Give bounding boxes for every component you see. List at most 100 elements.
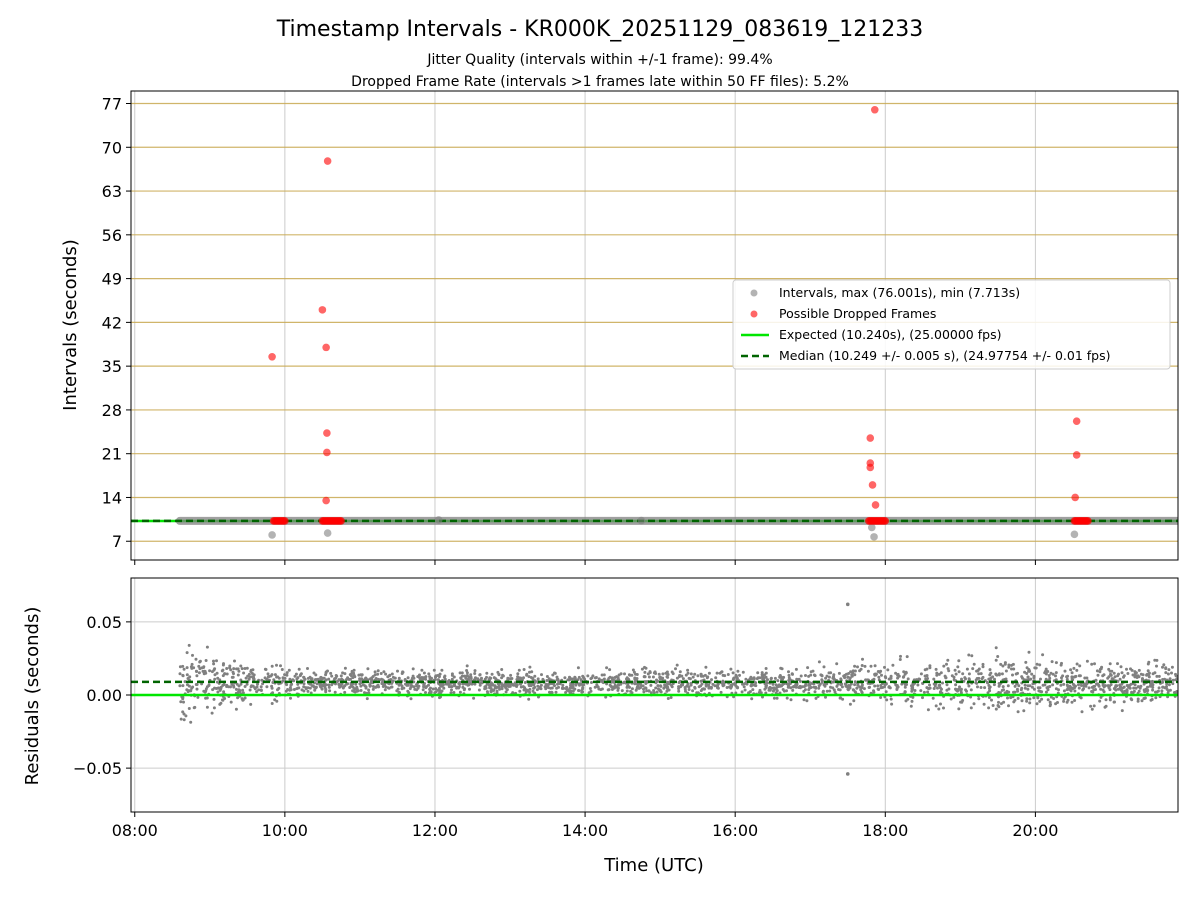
residual-point: [329, 671, 333, 675]
residual-point: [1010, 667, 1013, 671]
residual-point: [1012, 690, 1015, 694]
residual-point: [866, 669, 870, 673]
residual-point: [1028, 701, 1032, 705]
residual-point: [911, 687, 915, 691]
residual-point: [241, 691, 245, 695]
dropped-frame-point: [281, 517, 289, 525]
residual-point: [726, 673, 730, 676]
residual-point: [994, 707, 998, 711]
residual-point: [528, 665, 532, 669]
residual-point: [1095, 669, 1099, 673]
residual-point: [937, 672, 941, 676]
residual-point: [635, 682, 639, 686]
residual-point: [343, 666, 347, 670]
dropped-frame-point: [866, 463, 875, 472]
residual-point: [1022, 709, 1026, 713]
interval-point: [1070, 530, 1079, 539]
residual-point: [1023, 686, 1027, 690]
residual-point: [1157, 686, 1161, 690]
residual-point: [699, 674, 703, 678]
residual-point: [1046, 698, 1050, 702]
dropped-frame-point: [318, 306, 327, 314]
residual-point: [365, 697, 369, 701]
residual-point: [916, 683, 920, 687]
residual-point: [517, 676, 521, 680]
residual-point: [729, 683, 733, 687]
residual-point: [599, 678, 603, 682]
residual-point: [638, 682, 642, 686]
residual-point: [218, 702, 222, 706]
residual-point: [483, 687, 487, 691]
residual-point: [958, 685, 961, 689]
residual-point: [281, 676, 285, 680]
residual-point: [250, 684, 254, 688]
residual-point: [266, 672, 270, 676]
residual-point: [306, 686, 310, 690]
intervals-y-tick-label: 28: [102, 401, 122, 420]
residual-point: [1078, 674, 1082, 678]
residual-point: [903, 685, 907, 689]
intervals-panel: 7 14 21 28 35 42 49 56 63 70 77 Intervals (seconds…: [60, 90, 1179, 565]
residual-point: [551, 673, 555, 677]
residual-point: [314, 685, 318, 689]
residual-point: [987, 677, 991, 681]
residual-point: [1151, 685, 1155, 689]
interval-point: [867, 523, 876, 532]
residual-point: [997, 684, 1001, 688]
residual-point: [960, 700, 964, 704]
residual-point: [721, 684, 725, 688]
residual-point: [1028, 684, 1032, 688]
residual-point: [1128, 686, 1132, 690]
residual-point: [582, 676, 586, 680]
residual-point: [312, 671, 316, 675]
residual-point: [1054, 674, 1057, 678]
residual-point: [664, 671, 668, 675]
residual-point: [648, 671, 652, 674]
residual-point: [994, 658, 998, 662]
residual-point: [741, 682, 744, 686]
residual-point: [798, 686, 802, 690]
dropped-frame-point: [868, 481, 877, 489]
residual-point: [538, 686, 542, 690]
residual-point: [320, 687, 324, 691]
residual-point: [967, 684, 971, 688]
residual-outlier-point: [845, 602, 850, 607]
residual-point: [665, 681, 669, 685]
residual-point: [190, 662, 194, 666]
residual-point: [397, 683, 401, 687]
residual-point: [536, 677, 540, 681]
residual-point: [957, 659, 961, 663]
residual-point: [589, 677, 593, 681]
residual-point: [1122, 674, 1126, 678]
residual-point: [313, 678, 317, 682]
residual-point: [787, 673, 791, 677]
residual-point: [1011, 673, 1014, 677]
residual-point: [324, 690, 328, 694]
intervals-y-tick-label: 49: [102, 270, 122, 289]
residual-point: [588, 687, 592, 690]
residual-point: [747, 691, 751, 695]
residual-point: [1140, 677, 1144, 681]
residual-point: [264, 668, 268, 671]
residual-point: [987, 706, 991, 710]
residual-point: [655, 678, 658, 682]
residual-point: [649, 683, 653, 687]
residual-point: [492, 689, 496, 692]
residual-point: [1044, 667, 1048, 671]
residual-point: [792, 685, 796, 688]
residual-point: [640, 667, 644, 671]
residual-point: [952, 695, 956, 699]
residual-point: [975, 669, 979, 673]
residual-point: [517, 668, 521, 672]
residual-point: [186, 683, 189, 687]
residual-point: [1163, 677, 1167, 681]
residual-point: [484, 685, 488, 688]
residual-point: [849, 670, 853, 674]
residual-point: [977, 676, 981, 680]
residual-point: [825, 689, 829, 693]
residual-point: [485, 682, 489, 686]
residual-point: [1098, 670, 1102, 674]
residual-point: [661, 672, 665, 676]
residual-point: [189, 720, 193, 724]
residual-point: [479, 678, 483, 682]
